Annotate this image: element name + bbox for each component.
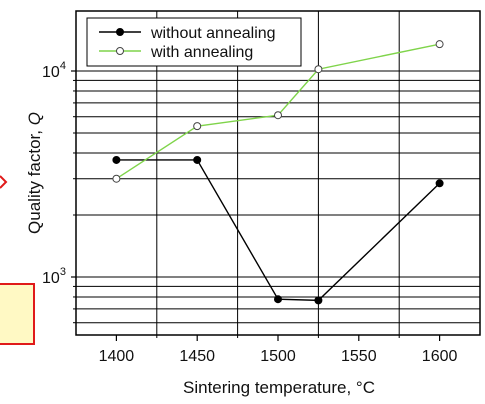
data-point xyxy=(314,296,323,305)
x-tick-label: 1600 xyxy=(422,348,458,365)
data-point xyxy=(193,155,202,164)
data-point xyxy=(112,155,121,164)
data-point xyxy=(112,174,121,183)
x-tick-label: 1550 xyxy=(341,348,377,365)
legend-label: with annealing xyxy=(150,44,253,61)
x-tick-label: 1400 xyxy=(99,348,135,365)
grid xyxy=(76,11,480,335)
x-axis-title: Sintering temperature, °C xyxy=(183,378,375,397)
series-layer xyxy=(112,40,444,305)
yellow-annotation-box-fragment xyxy=(0,283,35,345)
data-point xyxy=(274,295,282,304)
legend-marker xyxy=(116,28,124,36)
data-point xyxy=(193,122,202,131)
y-tick-label: 104 xyxy=(42,60,66,81)
legend-marker xyxy=(116,47,124,55)
red-arrow-fragment xyxy=(0,175,8,189)
x-tick-label: 1500 xyxy=(260,348,296,365)
data-point xyxy=(435,40,444,49)
x-axis-ticks: 1400 1450 1500 1550 1600 xyxy=(99,335,458,365)
data-point xyxy=(314,65,323,74)
y-axis-ticks: 103 104 xyxy=(42,60,76,324)
cropped-annotation xyxy=(0,175,35,345)
legend-label: without annealing xyxy=(150,25,276,42)
data-point xyxy=(274,111,282,120)
y-axis-title-text: Quality factor, xyxy=(25,125,44,234)
data-point xyxy=(435,179,444,188)
y-axis-title-variable: Q xyxy=(25,112,44,125)
legend-box xyxy=(86,17,302,67)
y-tick-label: 103 xyxy=(42,266,66,287)
x-tick-label: 1450 xyxy=(179,348,215,365)
legend: without annealing with annealing xyxy=(86,17,302,67)
y-axis-title: Quality factor, Q xyxy=(25,112,44,234)
